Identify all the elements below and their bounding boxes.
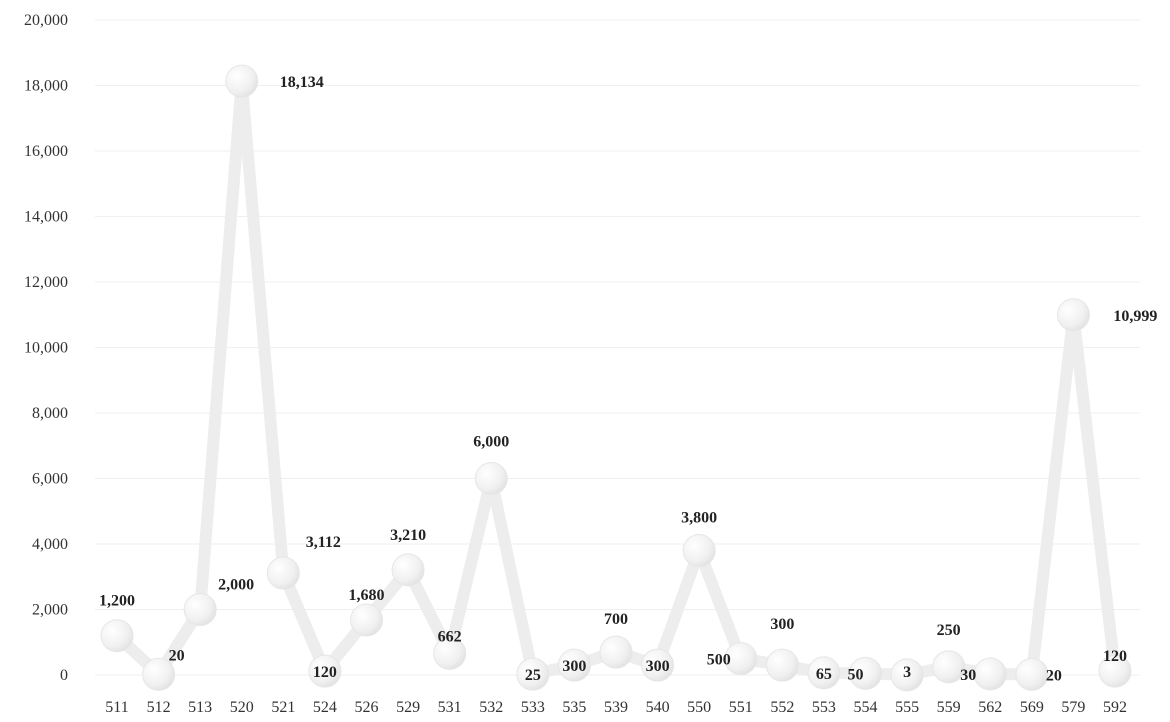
data-point [641, 648, 675, 682]
data-point [724, 642, 758, 676]
data-point [765, 648, 799, 682]
x-tick-label: 539 [604, 699, 628, 716]
x-tick-label: 540 [646, 699, 670, 716]
data-label: 3 [903, 664, 911, 681]
data-point [350, 603, 383, 637]
x-tick-label: 533 [521, 699, 545, 716]
x-tick-label: 551 [729, 699, 753, 716]
data-label: 120 [313, 664, 337, 681]
data-point [890, 658, 924, 692]
data-label: 18,134 [280, 74, 324, 91]
x-tick-label: 531 [438, 699, 462, 716]
series-line [111, 75, 1121, 681]
data-point [973, 657, 1007, 691]
data-point [599, 635, 633, 669]
y-tick-label: 2,000 [32, 602, 68, 619]
data-label: 1,680 [349, 587, 385, 604]
y-axis-tick-labels: 0 2,000 4,000 6,000 8,000 10,000 12,000 14,000 1… [24, 12, 68, 684]
data-point [266, 556, 300, 590]
data-label: 250 [937, 622, 961, 639]
data-point [1056, 298, 1090, 332]
y-tick-label: 12,000 [24, 274, 68, 291]
data-point [100, 619, 134, 653]
y-tick-label: 16,000 [24, 143, 68, 160]
y-tick-label: 18,000 [24, 78, 68, 95]
x-axis-tick-labels: 511 512 513 520 521 524 526 529 531 532 533 535 539 5… [105, 699, 1127, 716]
data-label: 1,200 [99, 593, 135, 610]
data-point [225, 64, 259, 98]
data-point [1015, 657, 1049, 691]
x-tick-label: 511 [105, 699, 128, 716]
data-label: 662 [438, 628, 462, 645]
y-tick-label: 8,000 [32, 405, 68, 422]
data-label: 20 [1046, 667, 1062, 684]
data-label: 3,210 [390, 527, 426, 544]
y-tick-label: 20,000 [24, 12, 68, 29]
x-tick-label: 521 [271, 699, 295, 716]
data-point [308, 654, 342, 688]
data-point [682, 534, 716, 568]
x-tick-label: 512 [147, 699, 171, 716]
x-tick-label: 513 [188, 699, 212, 716]
data-point [391, 553, 425, 587]
data-label: 30 [960, 667, 976, 684]
x-tick-label: 532 [479, 699, 503, 716]
data-labels: 1,200 20 2,000 18,134 3,112 120 1,680 3,210 662 6… [99, 74, 1157, 684]
data-label: 300 [646, 658, 670, 675]
data-point [557, 648, 591, 682]
x-tick-label: 529 [396, 699, 420, 716]
x-tick-label: 553 [812, 699, 836, 716]
x-tick-label: 579 [1061, 699, 1085, 716]
data-label: 500 [707, 652, 731, 669]
data-label: 2,000 [218, 577, 254, 594]
x-tick-label: 559 [937, 699, 961, 716]
data-label: 10,999 [1113, 308, 1157, 325]
y-tick-label: 0 [60, 667, 68, 684]
y-tick-label: 10,000 [24, 340, 68, 357]
y-tick-label: 6,000 [32, 471, 68, 488]
data-series-line [111, 75, 1121, 681]
x-tick-label: 592 [1103, 699, 1127, 716]
data-label: 300 [770, 616, 794, 633]
data-label: 20 [169, 647, 185, 664]
data-label: 3,800 [681, 510, 717, 527]
x-tick-label: 520 [230, 699, 254, 716]
data-label: 65 [816, 666, 832, 683]
x-tick-label: 562 [978, 699, 1002, 716]
x-tick-label: 526 [355, 699, 379, 716]
x-tick-label: 550 [687, 699, 711, 716]
y-tick-label: 4,000 [32, 536, 68, 553]
data-label: 6,000 [473, 434, 509, 451]
data-point [474, 462, 508, 495]
data-point [849, 656, 882, 690]
data-label: 3,112 [306, 534, 341, 551]
x-tick-label: 555 [895, 699, 919, 716]
data-markers [100, 64, 1132, 692]
y-tick-label: 14,000 [24, 209, 68, 226]
x-tick-label: 535 [562, 699, 586, 716]
x-tick-label: 554 [854, 699, 878, 716]
data-label: 300 [562, 658, 586, 675]
data-point [142, 657, 176, 691]
data-label: 120 [1103, 648, 1127, 665]
data-point [183, 593, 217, 626]
x-tick-label: 524 [313, 699, 337, 716]
data-point [433, 636, 467, 670]
data-label: 700 [604, 611, 628, 628]
data-label: 25 [525, 667, 541, 684]
data-point [516, 657, 550, 691]
data-label: 50 [848, 666, 864, 683]
data-point [1098, 654, 1132, 688]
x-tick-label: 552 [770, 699, 794, 716]
data-point [932, 650, 966, 684]
data-point [807, 656, 841, 690]
x-tick-label: 569 [1020, 699, 1044, 716]
